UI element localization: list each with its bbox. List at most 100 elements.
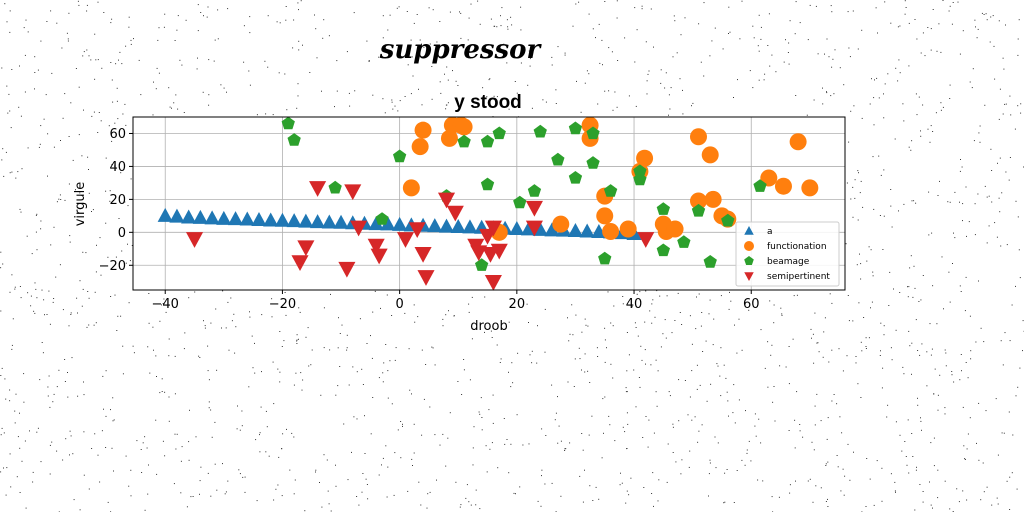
noise-dot [46,21,48,22]
noise-dot [16,476,18,478]
noise-dot [764,73,766,75]
noise-dot [952,2,954,3]
noise-dot [983,14,985,15]
noise-dot [378,474,380,476]
noise-dot [975,341,977,343]
legend-label: beamage [767,257,810,267]
noise-dot [607,291,609,293]
noise-dot [236,428,238,430]
noise-dot [939,374,941,376]
data-point [636,149,654,167]
noise-dot [11,69,13,70]
noise-dot [560,495,562,497]
noise-dot [30,305,32,307]
noise-dot [708,473,710,475]
noise-dot [940,51,942,53]
data-point [375,212,389,225]
noise-dot [635,406,637,408]
noise-dot [190,496,192,498]
noise-dot [673,15,675,17]
noise-dot [920,417,921,419]
noise-dot [960,354,962,355]
noise-dot [423,46,425,48]
noise-dot [551,482,553,484]
noise-dot [33,310,35,312]
noise-dot [32,471,34,473]
noise-dot [601,39,603,41]
noise-dot [267,66,269,68]
noise-dot [39,143,41,145]
noise-dot [163,26,165,28]
noise-dot [830,5,832,7]
noise-dot [361,491,363,493]
noise-dot [687,414,689,416]
noise-dot [958,501,960,503]
noise-dot [372,397,374,398]
noise-dot [916,38,918,40]
x-tick-label: 60 [743,297,760,312]
data-point [704,190,722,208]
noise-dot [650,364,652,366]
noise-dot [153,349,154,351]
noise-dot [261,371,262,373]
noise-dot [449,11,451,13]
noise-dot [197,57,198,59]
noise-dot [471,296,473,298]
noise-dot [908,472,910,474]
noise-dot [967,433,969,435]
noise-dot [979,141,981,143]
noise-dot [64,93,66,95]
noise-dot [144,509,146,511]
noise-dot [932,285,934,287]
noise-dot [949,98,951,99]
noise-dot [857,48,859,50]
noise-dot [507,28,509,30]
noise-dot [948,10,950,12]
noise-dot [352,366,354,368]
noise-dot [883,169,885,171]
noise-dot [861,29,863,31]
noise-dot [522,444,524,446]
noise-dot [586,70,588,72]
data-point [204,210,220,225]
noise-dot [998,20,1000,22]
noise-dot [698,23,700,25]
noise-dot [9,110,11,112]
noise-dot [746,449,748,451]
noise-dot [389,360,391,362]
noise-dot [914,509,916,511]
noise-dot [419,39,421,41]
legend-label: semipertinent [767,272,830,282]
noise-dot [697,441,699,443]
noise-dot [878,155,880,157]
noise-dot [991,504,993,506]
noise-dot [125,45,127,47]
noise-dot [815,5,817,7]
noise-dot [508,321,510,323]
noise-dot [668,391,670,393]
noise-dot [531,362,533,364]
noise-dot [335,485,337,487]
noise-dot [37,427,39,429]
data-point [450,219,466,234]
noise-dot [745,410,746,412]
noise-dot [891,359,893,361]
noise-dot [920,130,921,132]
noise-dot [922,275,924,276]
noise-dot [974,203,976,205]
noise-dot [371,357,373,359]
noise-dot [413,304,415,306]
noise-dot [847,295,849,296]
noise-dot [91,211,92,212]
noise-dot [222,463,223,465]
noise-dot [706,400,708,402]
noise-dot [103,408,104,410]
x-tick-label: 40 [626,297,643,312]
noise-dot [931,232,933,234]
noise-dot [146,447,148,449]
noise-dot [34,312,36,314]
noise-dot [770,354,772,356]
noise-dot [147,346,149,348]
noise-dot [1008,411,1010,413]
noise-dot [181,446,183,448]
